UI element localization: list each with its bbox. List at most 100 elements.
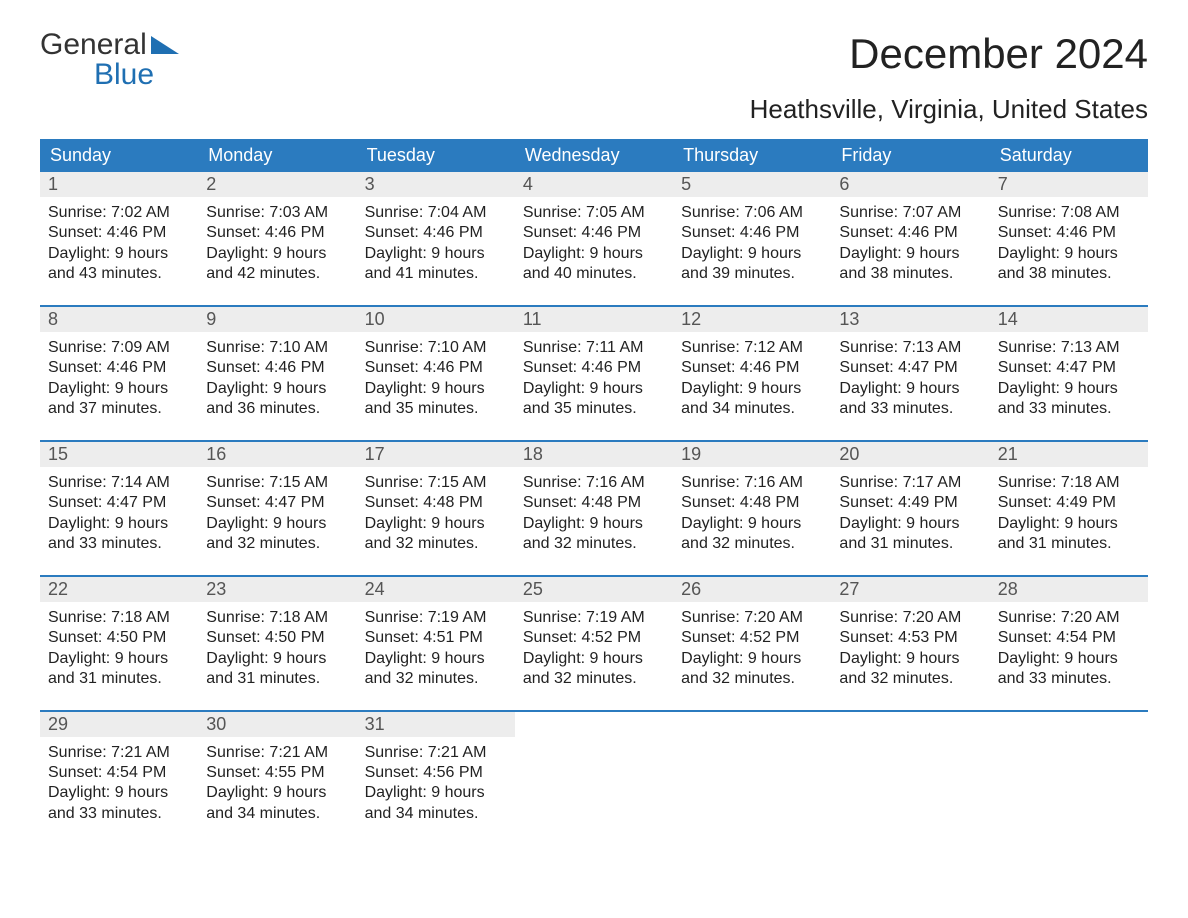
calendar-day: 9Sunrise: 7:10 AMSunset: 4:46 PMDaylight… — [198, 307, 356, 422]
daylight-line-2: and 38 minutes. — [998, 264, 1140, 284]
day-body: Sunrise: 7:16 AMSunset: 4:48 PMDaylight:… — [673, 467, 831, 557]
day-body: Sunrise: 7:21 AMSunset: 4:54 PMDaylight:… — [40, 737, 198, 827]
day-number — [831, 712, 989, 737]
day-number: 2 — [198, 172, 356, 197]
sunset-line: Sunset: 4:54 PM — [48, 763, 190, 783]
calendar-day — [831, 712, 989, 827]
sunset-line: Sunset: 4:46 PM — [681, 358, 823, 378]
day-number: 18 — [515, 442, 673, 467]
sunset-line: Sunset: 4:52 PM — [523, 628, 665, 648]
daylight-line-2: and 32 minutes. — [523, 669, 665, 689]
sunset-line: Sunset: 4:52 PM — [681, 628, 823, 648]
logo-word2: Blue — [40, 60, 179, 90]
daylight-line-2: and 36 minutes. — [206, 399, 348, 419]
day-number: 22 — [40, 577, 198, 602]
daylight-line-1: Daylight: 9 hours — [206, 514, 348, 534]
week-row: 29Sunrise: 7:21 AMSunset: 4:54 PMDayligh… — [40, 710, 1148, 827]
calendar-day: 25Sunrise: 7:19 AMSunset: 4:52 PMDayligh… — [515, 577, 673, 692]
day-body: Sunrise: 7:03 AMSunset: 4:46 PMDaylight:… — [198, 197, 356, 287]
day-number — [673, 712, 831, 737]
daylight-line-2: and 38 minutes. — [839, 264, 981, 284]
calendar-day: 6Sunrise: 7:07 AMSunset: 4:46 PMDaylight… — [831, 172, 989, 287]
day-body: Sunrise: 7:11 AMSunset: 4:46 PMDaylight:… — [515, 332, 673, 422]
sunset-line: Sunset: 4:46 PM — [365, 223, 507, 243]
day-number — [990, 712, 1148, 737]
sunset-line: Sunset: 4:46 PM — [998, 223, 1140, 243]
daylight-line-2: and 35 minutes. — [365, 399, 507, 419]
daylight-line-1: Daylight: 9 hours — [48, 244, 190, 264]
daylight-line-1: Daylight: 9 hours — [365, 514, 507, 534]
daylight-line-2: and 37 minutes. — [48, 399, 190, 419]
sunrise-line: Sunrise: 7:15 AM — [365, 473, 507, 493]
sunset-line: Sunset: 4:46 PM — [681, 223, 823, 243]
daylight-line-1: Daylight: 9 hours — [998, 244, 1140, 264]
daylight-line-2: and 33 minutes. — [839, 399, 981, 419]
daylight-line-1: Daylight: 9 hours — [365, 649, 507, 669]
calendar-day: 28Sunrise: 7:20 AMSunset: 4:54 PMDayligh… — [990, 577, 1148, 692]
day-body: Sunrise: 7:20 AMSunset: 4:54 PMDaylight:… — [990, 602, 1148, 692]
day-number: 27 — [831, 577, 989, 602]
sunset-line: Sunset: 4:56 PM — [365, 763, 507, 783]
daylight-line-1: Daylight: 9 hours — [365, 379, 507, 399]
day-number: 31 — [357, 712, 515, 737]
sunset-line: Sunset: 4:47 PM — [48, 493, 190, 513]
daylight-line-1: Daylight: 9 hours — [48, 649, 190, 669]
day-body: Sunrise: 7:19 AMSunset: 4:52 PMDaylight:… — [515, 602, 673, 692]
daylight-line-2: and 34 minutes. — [365, 804, 507, 824]
day-body: Sunrise: 7:17 AMSunset: 4:49 PMDaylight:… — [831, 467, 989, 557]
daylight-line-2: and 32 minutes. — [365, 669, 507, 689]
logo-top-line: General — [40, 30, 179, 60]
sunrise-line: Sunrise: 7:07 AM — [839, 203, 981, 223]
daylight-line-2: and 33 minutes. — [48, 804, 190, 824]
day-number: 13 — [831, 307, 989, 332]
daylight-line-1: Daylight: 9 hours — [681, 514, 823, 534]
sunrise-line: Sunrise: 7:19 AM — [365, 608, 507, 628]
daylight-line-2: and 41 minutes. — [365, 264, 507, 284]
day-body: Sunrise: 7:10 AMSunset: 4:46 PMDaylight:… — [198, 332, 356, 422]
calendar-day: 13Sunrise: 7:13 AMSunset: 4:47 PMDayligh… — [831, 307, 989, 422]
day-body: Sunrise: 7:04 AMSunset: 4:46 PMDaylight:… — [357, 197, 515, 287]
calendar-day: 26Sunrise: 7:20 AMSunset: 4:52 PMDayligh… — [673, 577, 831, 692]
calendar-day: 24Sunrise: 7:19 AMSunset: 4:51 PMDayligh… — [357, 577, 515, 692]
daylight-line-1: Daylight: 9 hours — [523, 649, 665, 669]
day-body: Sunrise: 7:02 AMSunset: 4:46 PMDaylight:… — [40, 197, 198, 287]
logo-word1: General — [40, 30, 147, 60]
calendar-day: 15Sunrise: 7:14 AMSunset: 4:47 PMDayligh… — [40, 442, 198, 557]
day-number: 7 — [990, 172, 1148, 197]
calendar-day — [673, 712, 831, 827]
daylight-line-2: and 31 minutes. — [48, 669, 190, 689]
week-row: 8Sunrise: 7:09 AMSunset: 4:46 PMDaylight… — [40, 305, 1148, 422]
day-number: 23 — [198, 577, 356, 602]
daylight-line-1: Daylight: 9 hours — [839, 379, 981, 399]
location: Heathsville, Virginia, United States — [40, 94, 1148, 125]
day-body: Sunrise: 7:21 AMSunset: 4:55 PMDaylight:… — [198, 737, 356, 827]
calendar-day: 11Sunrise: 7:11 AMSunset: 4:46 PMDayligh… — [515, 307, 673, 422]
weekday-header: Tuesday — [357, 139, 515, 172]
sunset-line: Sunset: 4:46 PM — [206, 358, 348, 378]
day-number: 30 — [198, 712, 356, 737]
day-body: Sunrise: 7:14 AMSunset: 4:47 PMDaylight:… — [40, 467, 198, 557]
sunrise-line: Sunrise: 7:20 AM — [998, 608, 1140, 628]
daylight-line-1: Daylight: 9 hours — [998, 379, 1140, 399]
day-number: 4 — [515, 172, 673, 197]
day-number: 9 — [198, 307, 356, 332]
day-number: 1 — [40, 172, 198, 197]
calendar: Sunday Monday Tuesday Wednesday Thursday… — [40, 139, 1148, 826]
day-body: Sunrise: 7:15 AMSunset: 4:47 PMDaylight:… — [198, 467, 356, 557]
weekday-header: Sunday — [40, 139, 198, 172]
daylight-line-2: and 32 minutes. — [681, 534, 823, 554]
sunset-line: Sunset: 4:48 PM — [681, 493, 823, 513]
sunset-line: Sunset: 4:50 PM — [48, 628, 190, 648]
week-row: 15Sunrise: 7:14 AMSunset: 4:47 PMDayligh… — [40, 440, 1148, 557]
daylight-line-2: and 32 minutes. — [206, 534, 348, 554]
sunset-line: Sunset: 4:46 PM — [206, 223, 348, 243]
week-row: 22Sunrise: 7:18 AMSunset: 4:50 PMDayligh… — [40, 575, 1148, 692]
calendar-day: 2Sunrise: 7:03 AMSunset: 4:46 PMDaylight… — [198, 172, 356, 287]
calendar-day: 17Sunrise: 7:15 AMSunset: 4:48 PMDayligh… — [357, 442, 515, 557]
calendar-day: 1Sunrise: 7:02 AMSunset: 4:46 PMDaylight… — [40, 172, 198, 287]
daylight-line-1: Daylight: 9 hours — [839, 649, 981, 669]
week-row: 1Sunrise: 7:02 AMSunset: 4:46 PMDaylight… — [40, 172, 1148, 287]
daylight-line-2: and 33 minutes. — [48, 534, 190, 554]
day-number: 19 — [673, 442, 831, 467]
daylight-line-1: Daylight: 9 hours — [206, 379, 348, 399]
